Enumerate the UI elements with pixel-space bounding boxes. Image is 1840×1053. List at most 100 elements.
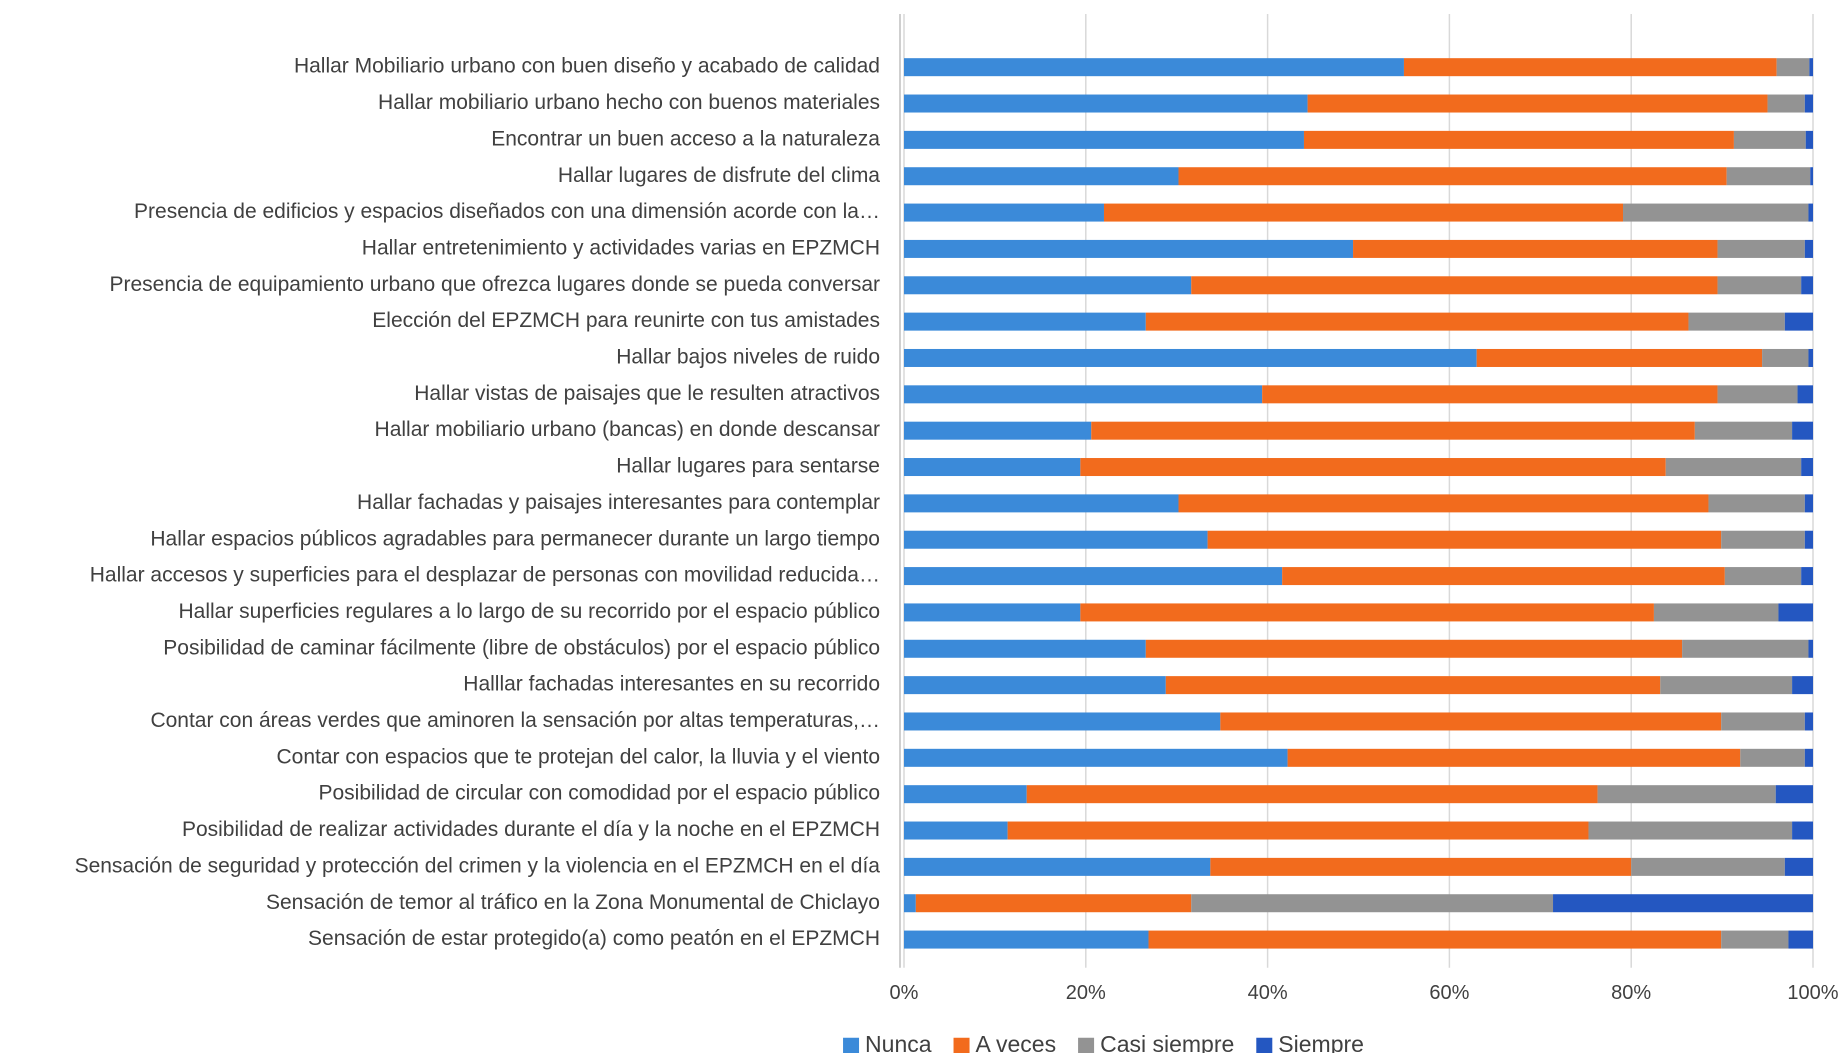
category-label: Posibilidad de circular con comodidad po…	[319, 782, 881, 805]
bar-segment	[904, 821, 1008, 840]
category-label: Sensación de temor al tráfico en la Zona…	[266, 891, 880, 914]
bar-segment	[915, 894, 1192, 913]
bar-segment	[1694, 421, 1793, 440]
bar-segment	[904, 58, 1404, 77]
category-label: Sensación de seguridad y protección del …	[75, 854, 881, 877]
legend-label: A veces	[976, 1031, 1057, 1053]
bar-segment	[1145, 639, 1683, 658]
category-label: Hallar mobiliario urbano (bancas) en don…	[375, 418, 880, 441]
bar-segment	[1597, 785, 1776, 804]
bar-segment	[1178, 167, 1727, 186]
category-label: Sensación de estar protegido(a) como pea…	[308, 927, 880, 950]
bar-segment	[1588, 821, 1793, 840]
bar-segment	[1165, 676, 1661, 695]
bar-segment	[1688, 312, 1785, 331]
bar-segment	[1804, 239, 1813, 258]
bar-segment	[1784, 857, 1813, 876]
bar-segment	[1804, 712, 1813, 731]
bar-segment	[904, 94, 1308, 113]
x-tick-label: 40%	[1248, 982, 1288, 1004]
category-label: Hallar lugares de disfrute del clima	[558, 164, 880, 187]
category-label: Posibilidad de caminar fácilmente (libre…	[163, 636, 880, 659]
bar-segment	[904, 748, 1288, 767]
category-label: Hallar fachadas y paisajes interesantes …	[357, 491, 880, 514]
bar-segment	[1721, 712, 1805, 731]
bar-segment	[1148, 930, 1722, 949]
category-label: Hallar vistas de paisajes que le resulte…	[414, 382, 880, 405]
bar-segment	[904, 857, 1211, 876]
bar-segment	[1403, 58, 1777, 77]
bar-segment	[1805, 130, 1813, 149]
bar-segment	[1091, 421, 1695, 440]
bar-segment	[1801, 276, 1813, 295]
bar-segment	[1353, 239, 1718, 258]
category-label: Halllar fachadas interesantes en su reco…	[463, 673, 880, 696]
bar-segment	[1717, 239, 1805, 258]
bar-segment	[904, 312, 1146, 331]
bar-segment	[1775, 785, 1813, 804]
category-label: Hallar mobiliario urbano hecho con bueno…	[378, 91, 880, 114]
bar-segment	[904, 239, 1354, 258]
bar-segment	[1801, 458, 1813, 477]
x-tick-label: 20%	[1066, 982, 1106, 1004]
bar-segment	[904, 894, 916, 913]
bar-segment	[1262, 385, 1718, 404]
bar-segment	[1145, 312, 1689, 331]
bar-segment	[1080, 603, 1654, 622]
bar-segment	[904, 276, 1192, 295]
bar-segment	[1808, 203, 1813, 222]
legend-swatch	[843, 1037, 860, 1053]
bar-segment	[904, 167, 1179, 186]
bar-segment	[1708, 494, 1805, 513]
bar-segment	[1282, 567, 1725, 586]
bar-segment	[1682, 639, 1809, 658]
category-label: Hallar lugares para sentarse	[616, 455, 880, 478]
bar-segment	[1717, 385, 1798, 404]
bar-segment	[1792, 676, 1813, 695]
bar-segment	[1287, 748, 1741, 767]
bar-segment	[1740, 748, 1805, 767]
category-label: Encontrar un buen acceso a la naturaleza	[491, 127, 880, 150]
category-label: Presencia de equipamiento urbano que ofr…	[109, 273, 880, 296]
bar-segment	[1080, 458, 1666, 477]
bar-segment	[1792, 421, 1813, 440]
bar-segment	[904, 203, 1104, 222]
bar-segment	[1623, 203, 1809, 222]
category-label: Elección del EPZMCH para reunirte con tu…	[372, 309, 880, 332]
bar-segment	[1191, 276, 1718, 295]
bar-segment	[904, 130, 1304, 149]
bar-segment	[1767, 94, 1805, 113]
bar-segment	[904, 385, 1263, 404]
bar-segment	[1660, 676, 1793, 695]
bar-segment	[1665, 458, 1802, 477]
bar-segment	[1726, 167, 1811, 186]
x-tick-label: 100%	[1787, 982, 1838, 1004]
legend-label: Nunca	[865, 1031, 932, 1053]
bar-segment	[1207, 530, 1722, 549]
bar-segment	[1724, 567, 1802, 586]
bar-segment	[904, 639, 1146, 658]
category-label: Hallar superficies regulares a lo largo …	[178, 600, 880, 623]
category-label: Hallar bajos niveles de ruido	[616, 346, 880, 369]
bar-segment	[1717, 276, 1802, 295]
bar-segment	[904, 458, 1081, 477]
bar-segment	[904, 421, 1092, 440]
bar-segment	[904, 530, 1208, 549]
bar-segment	[904, 930, 1149, 949]
category-label: Contar con áreas verdes que aminoren la …	[150, 709, 880, 732]
legend-label: Casi siempre	[1100, 1031, 1234, 1053]
bar-segment	[904, 567, 1283, 586]
bar-segment	[1220, 712, 1722, 731]
bar-segment	[1809, 58, 1813, 77]
bar-segment	[1810, 167, 1813, 186]
category-label: Presencia de edificios y espacios diseña…	[134, 200, 880, 223]
bar-segment	[904, 785, 1027, 804]
bar-segment	[1788, 930, 1813, 949]
x-tick-label: 60%	[1429, 982, 1469, 1004]
bar-segment	[1776, 58, 1810, 77]
bar-segment	[1631, 857, 1785, 876]
bar-segment	[1804, 748, 1813, 767]
legend-label: Siempre	[1278, 1031, 1364, 1053]
bar-segment	[904, 712, 1221, 731]
